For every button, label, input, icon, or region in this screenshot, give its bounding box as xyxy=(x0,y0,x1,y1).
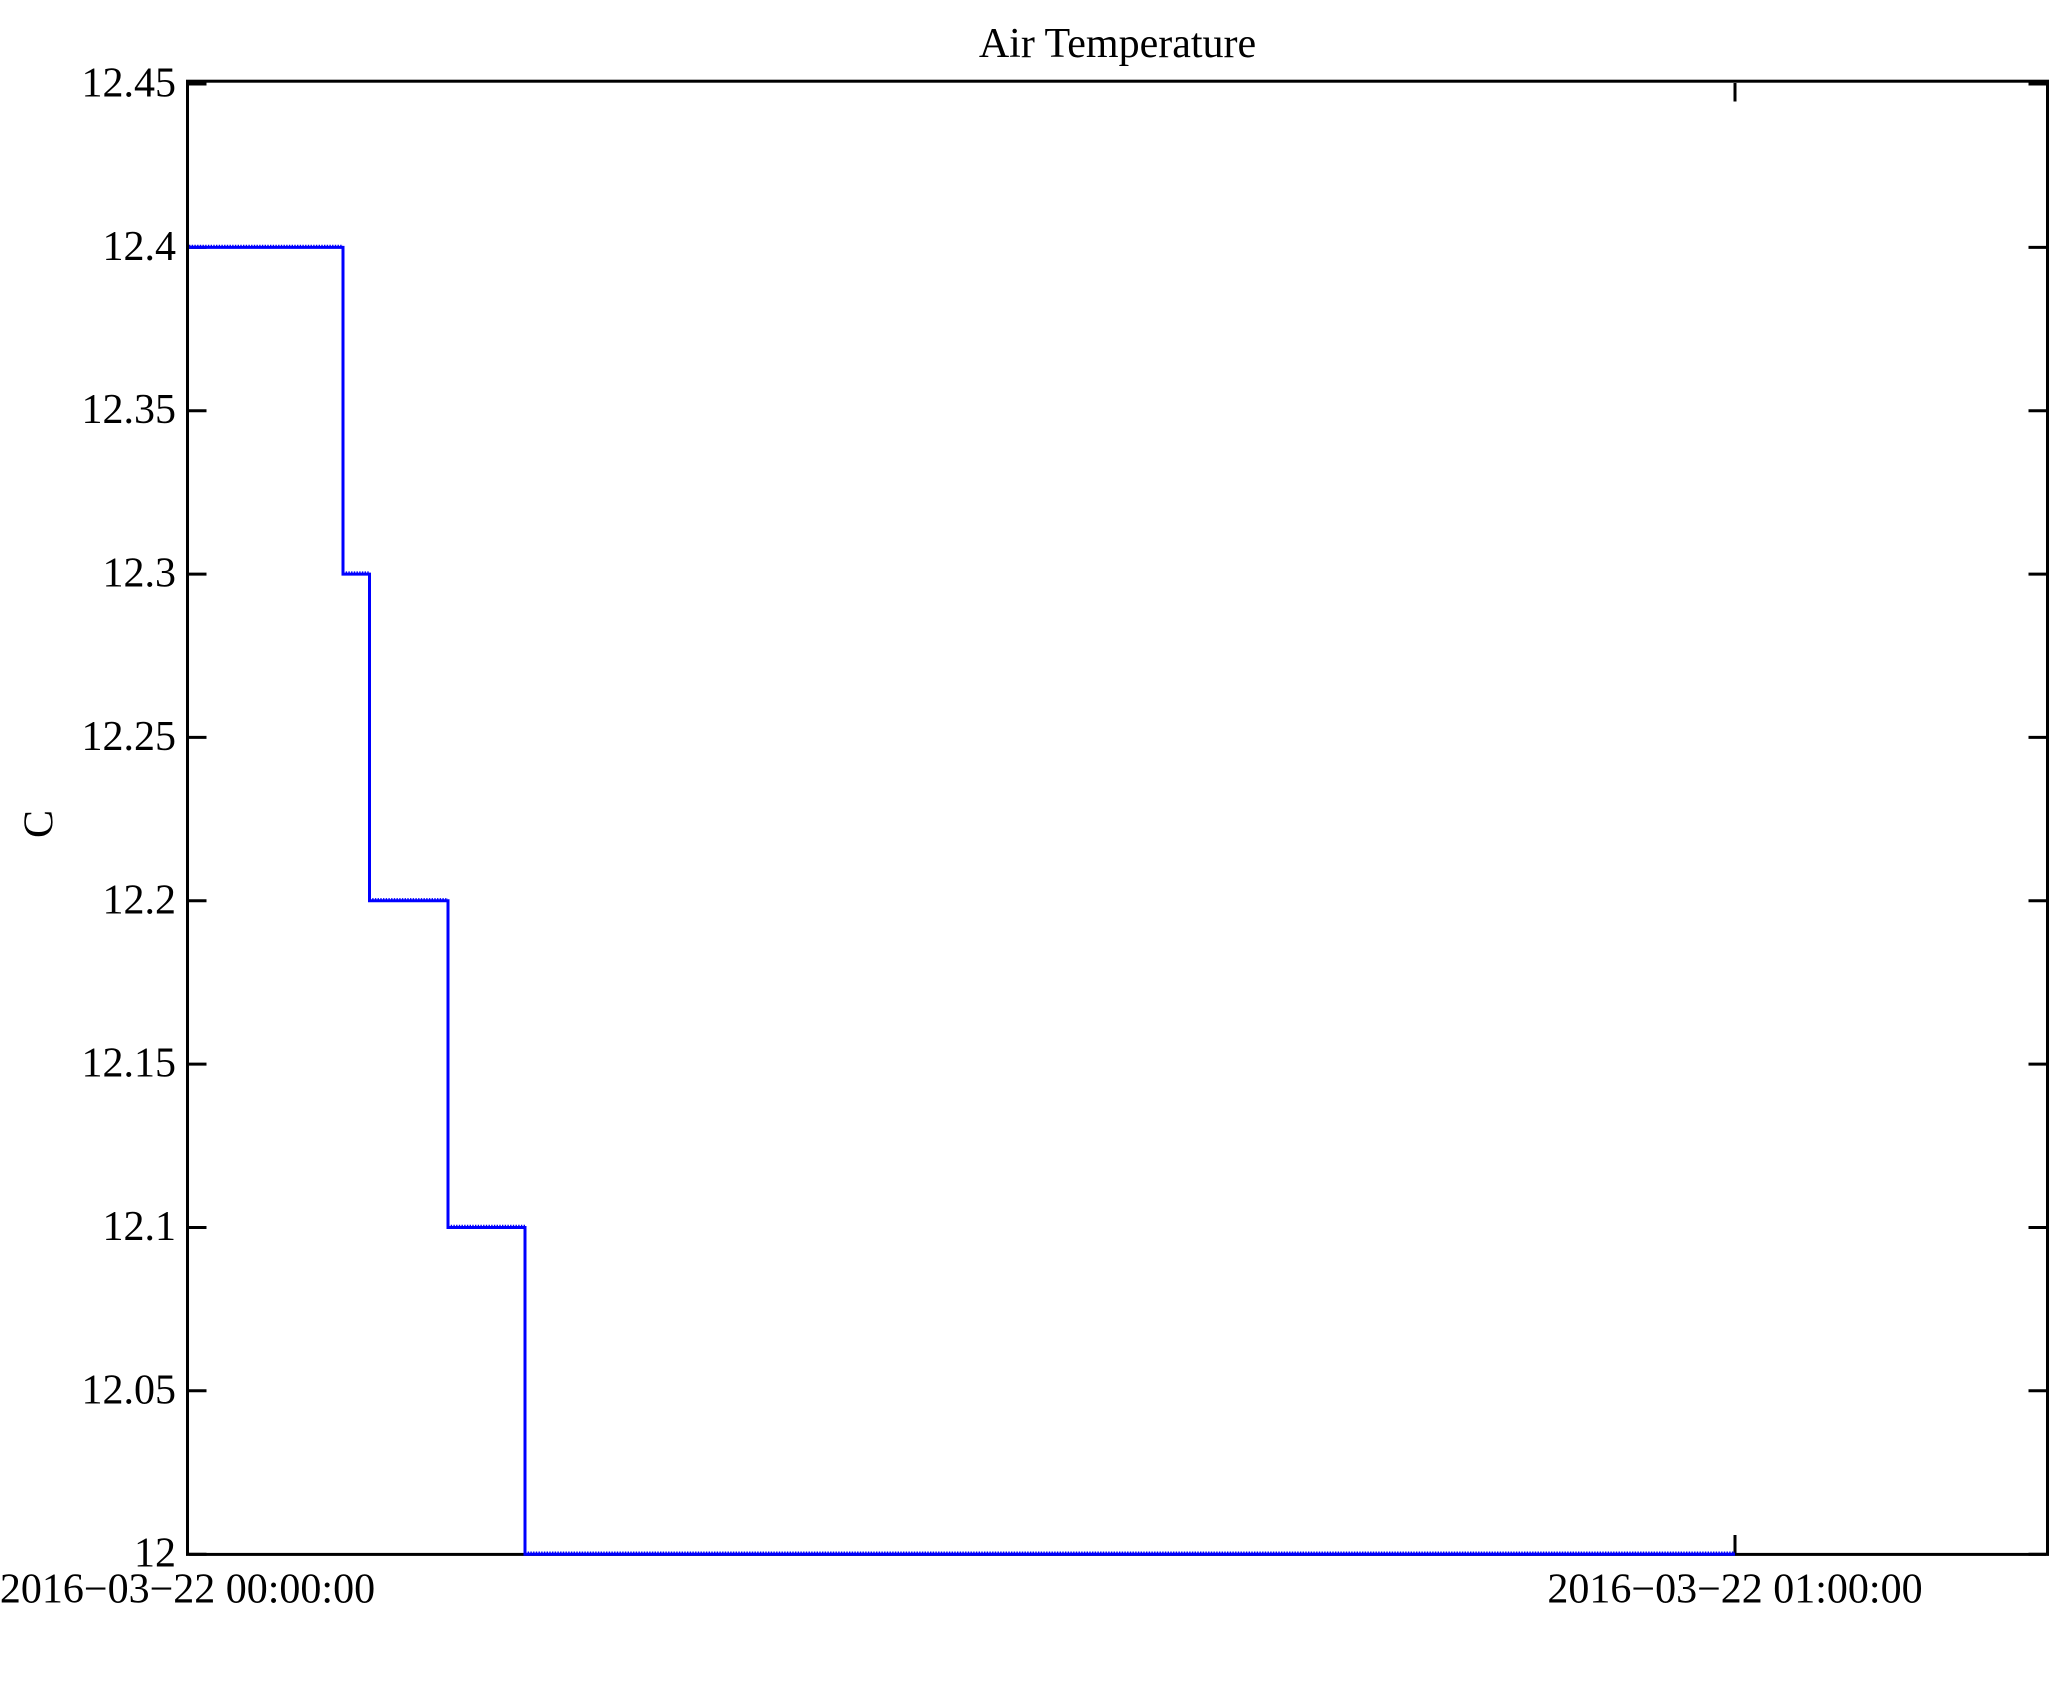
svg-text:12.3: 12.3 xyxy=(103,551,177,597)
svg-text:12.1: 12.1 xyxy=(103,1204,177,1250)
svg-text:12.2: 12.2 xyxy=(103,877,177,923)
svg-text:12.45: 12.45 xyxy=(82,61,177,107)
svg-text:12.4: 12.4 xyxy=(103,224,177,270)
svg-text:12: 12 xyxy=(134,1531,176,1577)
svg-text:12.05: 12.05 xyxy=(82,1367,177,1413)
svg-text:Air Temperature: Air Temperature xyxy=(979,21,1256,67)
svg-text:12.25: 12.25 xyxy=(82,714,177,760)
svg-text:2016−03−22 01:00:00: 2016−03−22 01:00:00 xyxy=(1547,1567,1922,1613)
svg-text:C: C xyxy=(17,810,63,838)
svg-text:2016−03−22 00:00:00: 2016−03−22 00:00:00 xyxy=(0,1567,375,1613)
svg-text:12.15: 12.15 xyxy=(82,1041,177,1087)
svg-text:12.35: 12.35 xyxy=(82,387,177,433)
